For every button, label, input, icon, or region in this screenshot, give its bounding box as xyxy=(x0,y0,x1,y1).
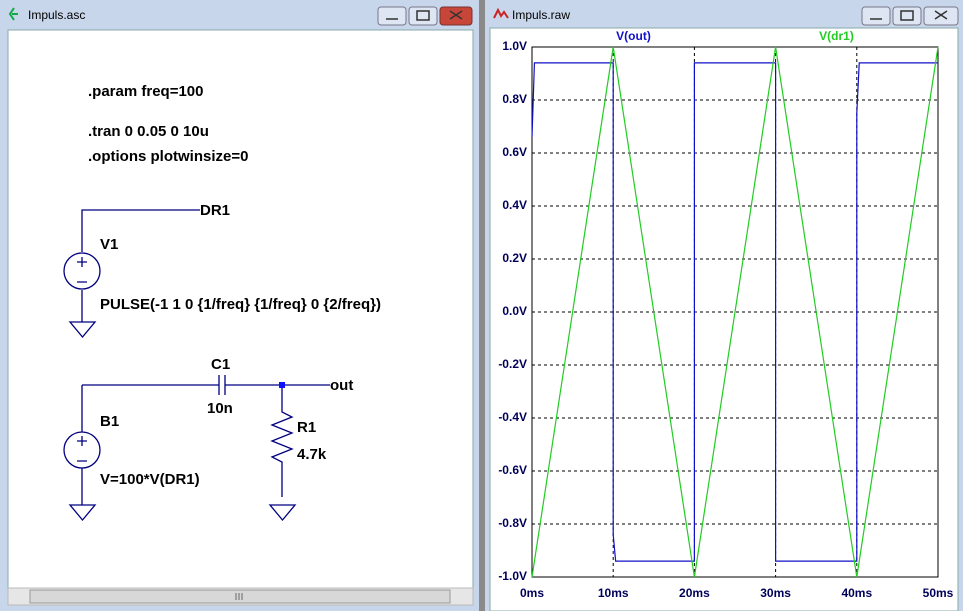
close-button[interactable] xyxy=(923,6,959,26)
button-icons xyxy=(386,10,463,21)
minimize-button[interactable] xyxy=(377,6,407,26)
window-title: Impuls.asc xyxy=(28,8,85,22)
directive: .param freq=100 xyxy=(88,83,203,100)
scrollbar-thumb[interactable] xyxy=(29,589,451,604)
schematic-canvas xyxy=(7,29,474,606)
plot-pane xyxy=(489,27,959,612)
component-value: 4.7k xyxy=(297,446,327,463)
legend-entry: V(dr1) xyxy=(819,29,854,43)
voltage-source xyxy=(63,252,101,290)
component-value: PULSE(-1 1 0 {1/freq} {1/freq} 0 {2/freq… xyxy=(100,296,381,313)
waveform-window: Impuls.raw xyxy=(485,0,963,612)
app-icon xyxy=(8,7,18,21)
series-line xyxy=(531,46,939,578)
component-name: R1 xyxy=(297,419,316,436)
window-title: Impuls.raw xyxy=(512,8,570,22)
component-name: C1 xyxy=(211,356,230,373)
wires xyxy=(68,209,330,522)
y-tick-label: 0.0V xyxy=(502,304,527,318)
y-tick-label: 0.4V xyxy=(502,198,527,212)
directive: .tran 0 0.05 0 10u xyxy=(88,123,209,140)
net-label: out xyxy=(330,377,353,394)
directive: .options plotwinsize=0 xyxy=(88,148,248,165)
y-tick-label: -0.6V xyxy=(498,463,527,477)
component-value: 10n xyxy=(207,400,233,417)
y-tick-label: 1.0V xyxy=(502,39,527,53)
maximize-button[interactable] xyxy=(892,6,922,26)
maximize-button[interactable] xyxy=(408,6,438,26)
schematic-window: Impuls.asc .param freq=100 .tran 0 0.05 … xyxy=(0,0,479,611)
component-value: V=100*V(DR1) xyxy=(100,471,200,488)
app-icon xyxy=(493,7,509,19)
y-tick-label: -1.0V xyxy=(498,569,527,583)
behavioral-source xyxy=(63,431,101,469)
net-label: DR1 xyxy=(200,202,230,219)
component-name: V1 xyxy=(100,236,118,253)
y-tick-label: -0.2V xyxy=(498,357,527,371)
x-tick-label: 20ms xyxy=(679,586,710,600)
scroll-grip xyxy=(235,593,243,600)
y-tick-label: 0.8V xyxy=(502,92,527,106)
x-tick-label: 30ms xyxy=(760,586,791,600)
y-tick-label: 0.2V xyxy=(502,251,527,265)
x-tick-label: 10ms xyxy=(598,586,629,600)
x-tick-label: 40ms xyxy=(841,586,872,600)
y-tick-label: 0.6V xyxy=(502,145,527,159)
polarity-marks xyxy=(77,257,87,462)
close-button[interactable] xyxy=(439,6,473,26)
x-tick-label: 50ms xyxy=(923,586,954,600)
legend-entry: V(out) xyxy=(616,29,651,43)
minimize-button[interactable] xyxy=(861,6,891,26)
series-line xyxy=(531,62,938,562)
y-tick-label: -0.4V xyxy=(498,410,527,424)
button-icons xyxy=(870,10,948,21)
y-tick-label: -0.8V xyxy=(498,516,527,530)
x-tick-label: 0ms xyxy=(520,586,544,600)
junction xyxy=(279,382,285,388)
component-name: B1 xyxy=(100,413,119,430)
